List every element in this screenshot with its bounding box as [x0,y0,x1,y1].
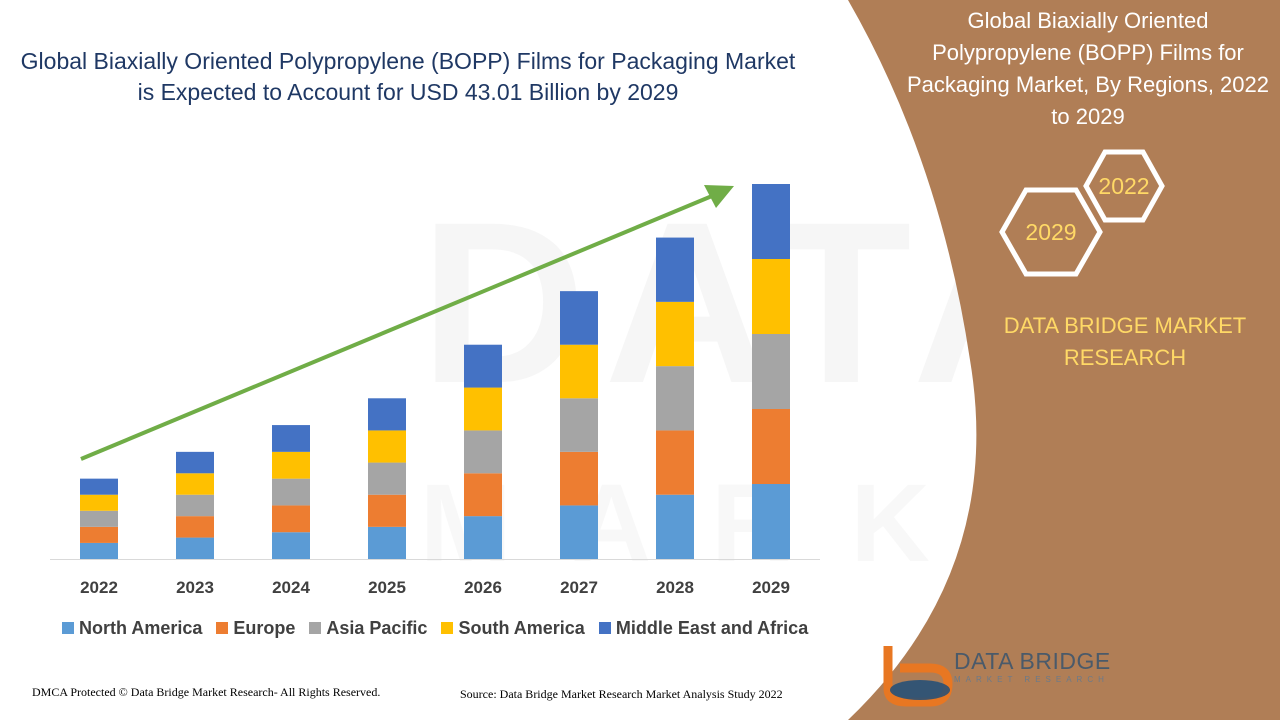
bar-segment-2023-south-america [176,473,214,495]
bar-segment-2029-north-america [752,484,790,559]
bar-segment-2028-asia-pacific [656,366,694,431]
bar-segment-2025-north-america [368,526,406,559]
bar-segment-2026-asia-pacific [464,430,502,474]
bar-segment-2025-middle-east-and-africa [368,398,406,431]
bar-segment-2026-europe [464,473,502,517]
x-tick-label-2022: 2022 [80,578,118,597]
bar-segment-2023-north-america [176,537,214,559]
x-tick-label-2023: 2023 [176,578,214,597]
side-panel-title: Global Biaxially Oriented Polypropylene … [907,8,1269,129]
x-tick-label-2027: 2027 [560,578,598,597]
trend-arrow-head-icon [704,185,734,208]
bar-segment-2025-asia-pacific [368,462,406,495]
legend-label: North America [79,617,203,638]
bar-segment-2028-europe [656,430,694,495]
source-note: Source: Data Bridge Market Research Mark… [460,687,783,701]
bar-segment-2027-europe [560,451,598,506]
legend-label: Middle East and Africa [615,617,809,638]
logo-name: DATA BRIDGE [954,648,1111,674]
legend-item-south-america: South America [441,617,585,639]
bar-segment-2025-south-america [368,430,406,463]
legend-swatch [62,622,74,634]
x-tick-label-2029: 2029 [752,578,790,597]
bar-segment-2028-south-america [656,301,694,367]
data-bridge-logo-icon [883,646,953,707]
logo-tagline: MARKET RESEARCH [954,675,1109,684]
copyright-notice: DMCA Protected © Data Bridge Market Rese… [32,685,381,699]
chart-legend: North America Europe Asia Pacific South Ame… [62,617,808,639]
legend-label: South America [458,617,585,638]
bar-segment-2023-europe [176,516,214,538]
legend-label: Europe [233,617,296,638]
legend-swatch [598,622,611,634]
bar-segment-2022-middle-east-and-africa [80,478,118,495]
legend-swatch [309,622,322,634]
bar-segment-2022-asia-pacific [80,510,118,527]
legend-item-middle-east-and-africa: Middle East and Africa [598,617,809,639]
bar-segment-2029-europe [752,409,790,484]
brand-label: DATA BRIDGE MARKET RESEARCH [985,310,1265,374]
bar-segment-2024-south-america [272,451,310,479]
bar-segment-2023-middle-east-and-africa [176,451,214,474]
bar-segment-2024-asia-pacific [272,478,310,506]
x-tick-label-2028: 2028 [656,578,694,597]
x-tick-label-2024: 2024 [272,578,310,597]
bar-segment-2027-middle-east-and-africa [560,291,598,345]
brand-line-1: DATA BRIDGE MARKET [1003,313,1247,338]
bar-segment-2022-europe [80,526,118,543]
bar-segment-2022-north-america [80,542,118,559]
bar-segment-2025-europe [368,494,406,527]
x-tick-label-2026: 2026 [464,578,502,597]
legend-swatch [441,622,454,634]
legend-item-asia-pacific: Asia Pacific [309,618,427,639]
chart-title: Global Biaxially Oriented Polypropylene … [20,48,796,105]
bar-segment-2026-south-america [464,387,502,431]
legend-swatch [216,622,229,634]
bar-segment-2023-asia-pacific [176,494,214,517]
trend-arrow-line [80,194,713,461]
bar-segment-2027-north-america [560,505,598,559]
bar-segment-2022-south-america [80,494,118,511]
legend-label: Asia Pacific [326,617,428,638]
bar-segment-2024-europe [272,505,310,533]
bar-segment-2027-asia-pacific [560,398,598,452]
brand-line-2: RESEARCH [1063,345,1187,370]
hexagon-label-2029: 2029 [1025,219,1077,245]
bar-segment-2029-middle-east-and-africa [752,184,790,259]
bar-segment-2024-middle-east-and-africa [272,425,310,452]
bar-segment-2026-middle-east-and-africa [464,344,502,388]
bar-segment-2027-south-america [560,344,598,399]
bar-segment-2029-asia-pacific [752,334,790,409]
bar-segment-2024-north-america [272,532,310,559]
x-tick-label-2025: 2025 [368,578,406,597]
legend-item-europe: Europe [216,618,295,639]
bar-segment-2026-north-america [464,516,502,559]
bar-segment-2028-middle-east-and-africa [656,237,694,302]
hexagon-label-2022: 2022 [1098,173,1150,199]
bar-segment-2029-south-america [752,259,790,334]
bar-segment-2028-north-america [656,494,694,559]
legend-item-north-america: North America [62,618,202,639]
